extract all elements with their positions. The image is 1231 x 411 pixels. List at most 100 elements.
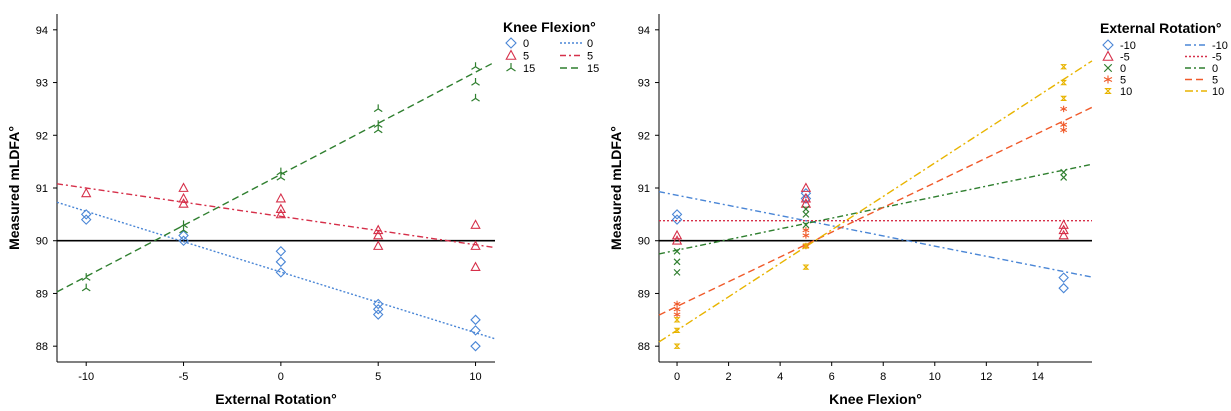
legend-line-label: 15 — [587, 63, 599, 75]
data-point--5 — [1058, 229, 1069, 240]
data-point-0 — [470, 325, 481, 336]
data-point--5 — [671, 229, 683, 240]
y-tick-label: 89 — [36, 288, 48, 300]
x-tick-label: 0 — [674, 371, 680, 383]
data-point-10 — [802, 243, 810, 249]
legend-line-label: 0 — [1212, 63, 1218, 75]
data-point-5 — [81, 187, 92, 198]
legend-marker--10 — [1102, 39, 1114, 51]
data-point-10 — [1060, 95, 1068, 102]
data-point-0 — [178, 230, 189, 241]
data-point-0 — [80, 209, 92, 220]
data-point-0 — [1060, 168, 1068, 176]
data-point-15 — [276, 172, 286, 181]
data-point-15 — [179, 220, 188, 229]
legend-title: External Rotation° — [1100, 20, 1222, 36]
data-point--5 — [800, 182, 812, 192]
data-point-0 — [275, 267, 287, 278]
data-point--10 — [671, 214, 683, 225]
data-point-15 — [373, 104, 383, 113]
data-point-0 — [673, 247, 681, 255]
legend-line-label: -10 — [1212, 40, 1228, 52]
data-point--10 — [800, 193, 812, 204]
legend: External Rotation°-10 -10-5 -50 05 510 10 — [1100, 20, 1228, 98]
x-tick-label: 2 — [726, 371, 732, 383]
fit-line-0 — [56, 201, 496, 340]
y-tick-label: 93 — [638, 78, 650, 90]
x-tick-label: -10 — [78, 371, 94, 383]
data-point-5 — [275, 203, 287, 214]
data-point--10 — [671, 209, 683, 220]
data-point-0 — [275, 256, 287, 268]
data-point-0 — [372, 309, 384, 320]
data-point-0 — [470, 314, 481, 326]
legend-line-label: 5 — [1212, 75, 1218, 87]
data-point-0 — [1060, 174, 1068, 181]
fit-line-15 — [56, 61, 496, 293]
fit-line-0 — [658, 163, 1093, 255]
data-point-15 — [81, 273, 91, 281]
legend-title: Knee Flexion° — [503, 19, 596, 35]
data-point-5 — [178, 198, 189, 208]
y-tick-label: 92 — [638, 130, 650, 142]
legend-marker-5 — [505, 49, 517, 60]
data-point-0 — [802, 221, 810, 229]
x-tick-label: 10 — [469, 371, 481, 383]
data-point-15 — [471, 93, 480, 102]
data-point--10 — [1058, 272, 1069, 283]
data-point-5 — [1060, 126, 1068, 134]
fit-line-5 — [56, 183, 496, 249]
x-tick-label: 6 — [829, 371, 835, 383]
fit-line--10 — [658, 191, 1093, 278]
data-point--5 — [1058, 224, 1069, 235]
y-tick-label: 91 — [638, 183, 650, 195]
legend-marker-10 — [1104, 88, 1112, 94]
legend-label: -5 — [1120, 52, 1130, 64]
data-point-0 — [673, 268, 681, 276]
x-tick-label: -5 — [179, 371, 189, 383]
data-point-0 — [80, 214, 92, 225]
chart-2: 88 89 90 91 92 93 94 0 2 4 6 8 10 12 14 Knee Flexion° Me… — [608, 14, 1228, 407]
legend-label: 15 — [523, 63, 535, 75]
data-point-5 — [470, 219, 481, 229]
data-point-5 — [470, 261, 481, 272]
legend-marker-0 — [1103, 63, 1113, 73]
data-point-0 — [275, 245, 287, 257]
legend-label: 0 — [523, 38, 529, 50]
data-point-0 — [372, 298, 384, 310]
data-point-0 — [673, 258, 681, 266]
data-point-15 — [373, 120, 383, 128]
fit-line-5 — [658, 106, 1093, 316]
data-point-10 — [1060, 79, 1068, 86]
x-tick-label: 0 — [278, 371, 284, 383]
legend-marker-0 — [505, 37, 517, 49]
data-point-10 — [673, 317, 681, 323]
legend-label: 5 — [1120, 75, 1126, 87]
x-tick-label: 14 — [1032, 371, 1044, 383]
data-point-10 — [673, 327, 681, 334]
y-tick-label: 90 — [638, 236, 650, 248]
x-tick-label: 10 — [929, 371, 941, 383]
y-tick-label: 94 — [638, 25, 650, 37]
data-point-5 — [275, 208, 287, 219]
data-point-15 — [81, 283, 91, 292]
legend-marker-15 — [506, 63, 516, 72]
data-point--5 — [800, 192, 812, 203]
data-point-5 — [275, 192, 287, 203]
data-point-15 — [471, 62, 480, 70]
x-tick-label: 8 — [880, 371, 886, 383]
y-tick-label: 88 — [638, 341, 650, 353]
legend-marker--5 — [1102, 50, 1114, 61]
data-point-5 — [673, 311, 681, 318]
legend: Knee Flexion°0 05 515 15 — [503, 19, 599, 75]
x-tick-label: 4 — [777, 371, 783, 383]
y-tick-label: 89 — [638, 288, 650, 300]
data-point-5 — [373, 229, 384, 240]
y-tick-label: 94 — [36, 25, 48, 37]
data-point-15 — [179, 225, 188, 234]
x-axis-title: External Rotation° — [215, 391, 337, 407]
y-tick-label: 90 — [36, 236, 48, 248]
data-point-0 — [372, 303, 384, 315]
